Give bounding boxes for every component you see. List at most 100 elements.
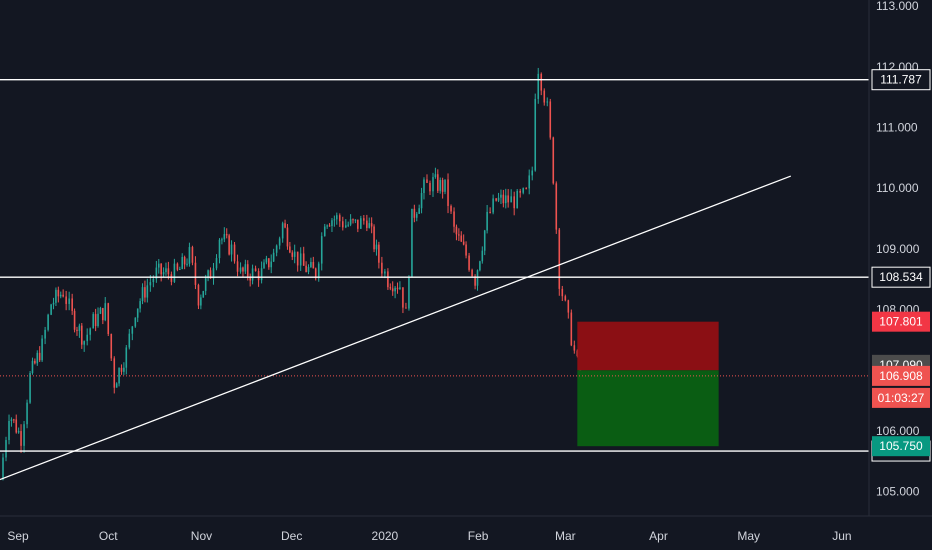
candle-body — [455, 226, 458, 235]
candle-body — [429, 182, 431, 192]
resistance-111787-label — [871, 69, 931, 91]
time-axis[interactable]: Sep Oct Nov Dec 2020 Feb Mar Apr May Jun — [7, 529, 851, 543]
candle-body — [402, 287, 404, 308]
candle-body — [123, 367, 125, 372]
stop-loss-zone[interactable] — [577, 321, 719, 371]
candle-body — [225, 234, 228, 236]
candle-body — [115, 383, 118, 388]
x-tick-label: Sep — [7, 529, 29, 543]
last-price-tag — [872, 365, 930, 386]
candle-body — [302, 253, 305, 266]
candle-body — [152, 278, 155, 283]
candle-body — [522, 188, 525, 193]
candle-body — [352, 219, 354, 221]
candle-body — [531, 170, 534, 176]
horizontal-lines[interactable] — [0, 79, 869, 452]
candle-body — [479, 261, 481, 271]
candle-body — [97, 313, 99, 327]
trendline[interactable] — [0, 175, 792, 481]
candle-body — [141, 287, 144, 302]
y-tick-label: 110.000 — [876, 181, 919, 195]
candle-body — [186, 263, 188, 265]
candle-body — [71, 298, 73, 311]
candle-body — [89, 328, 92, 335]
candle-body — [284, 223, 286, 228]
candle-body — [239, 267, 242, 272]
countdown-tag — [872, 387, 930, 408]
candle-body — [510, 196, 512, 203]
candle-body — [68, 298, 70, 304]
candle-body — [447, 179, 449, 206]
target-tag-text: 105.750 — [879, 439, 923, 453]
y-tick-label: 106.000 — [876, 424, 920, 438]
price-tags: 111.787108.534105.670107.801107.090106.9… — [871, 69, 931, 462]
candle-body — [439, 179, 442, 191]
candle-body — [10, 419, 13, 421]
take-profit-zone[interactable] — [577, 370, 719, 447]
candle-body — [486, 211, 488, 231]
candle-body — [134, 317, 137, 327]
candle-body — [65, 296, 67, 304]
candle-body — [149, 282, 152, 286]
stop-tag — [872, 311, 930, 332]
x-tick-label: Oct — [99, 529, 118, 543]
candle-body — [289, 246, 291, 253]
candle-body — [543, 90, 546, 103]
candle-body — [423, 179, 425, 194]
candle-body — [310, 262, 312, 267]
candle-body — [194, 262, 197, 285]
candle-body — [291, 252, 294, 257]
candle-body — [20, 431, 22, 446]
candle-body — [381, 262, 383, 274]
candle-body — [481, 250, 484, 262]
candle-body — [76, 329, 78, 331]
candle-body — [136, 308, 139, 318]
x-tick-label: Jun — [832, 529, 851, 543]
x-tick-label: Dec — [281, 529, 302, 543]
candle-body — [468, 255, 470, 270]
y-tick-label: 109.000 — [876, 242, 920, 256]
candle-body — [516, 190, 518, 209]
candle-body — [173, 263, 176, 282]
candle-body — [165, 268, 167, 273]
candle-body — [197, 284, 200, 306]
candle-body — [265, 258, 268, 263]
candle-body — [500, 194, 502, 198]
candle-body — [540, 73, 543, 91]
candle-body — [378, 244, 380, 263]
candle-body — [50, 304, 52, 315]
position-tool[interactable] — [577, 321, 719, 447]
candle-body — [363, 218, 365, 221]
x-tick-label: Nov — [191, 529, 212, 543]
candle-body — [502, 194, 505, 204]
y-tick-label: 105.000 — [876, 485, 920, 499]
candle-body — [357, 219, 359, 229]
candle-body — [215, 258, 218, 269]
trendline-group[interactable] — [0, 175, 792, 481]
candle-body — [561, 288, 564, 297]
candle-body — [62, 294, 64, 297]
candle-body — [413, 208, 416, 218]
candle-body — [465, 244, 467, 256]
candle-body — [59, 294, 62, 297]
candle-body — [263, 262, 265, 269]
candle-body — [495, 198, 497, 201]
candle-body — [366, 220, 368, 228]
candle-body — [426, 179, 428, 183]
candle-body — [233, 244, 236, 262]
candle-body — [513, 196, 515, 209]
candle-body — [537, 73, 540, 99]
candle-body — [94, 314, 97, 327]
candle-body — [307, 266, 310, 273]
candle-body — [567, 300, 570, 313]
candle-body — [331, 220, 333, 227]
candle-body — [128, 333, 131, 348]
candle-body — [102, 308, 104, 321]
candle-body — [113, 358, 116, 388]
candle-body — [55, 289, 57, 303]
y-tick-label: 111.000 — [876, 120, 918, 134]
candle-body — [299, 253, 302, 266]
x-tick-label: Mar — [555, 529, 576, 543]
